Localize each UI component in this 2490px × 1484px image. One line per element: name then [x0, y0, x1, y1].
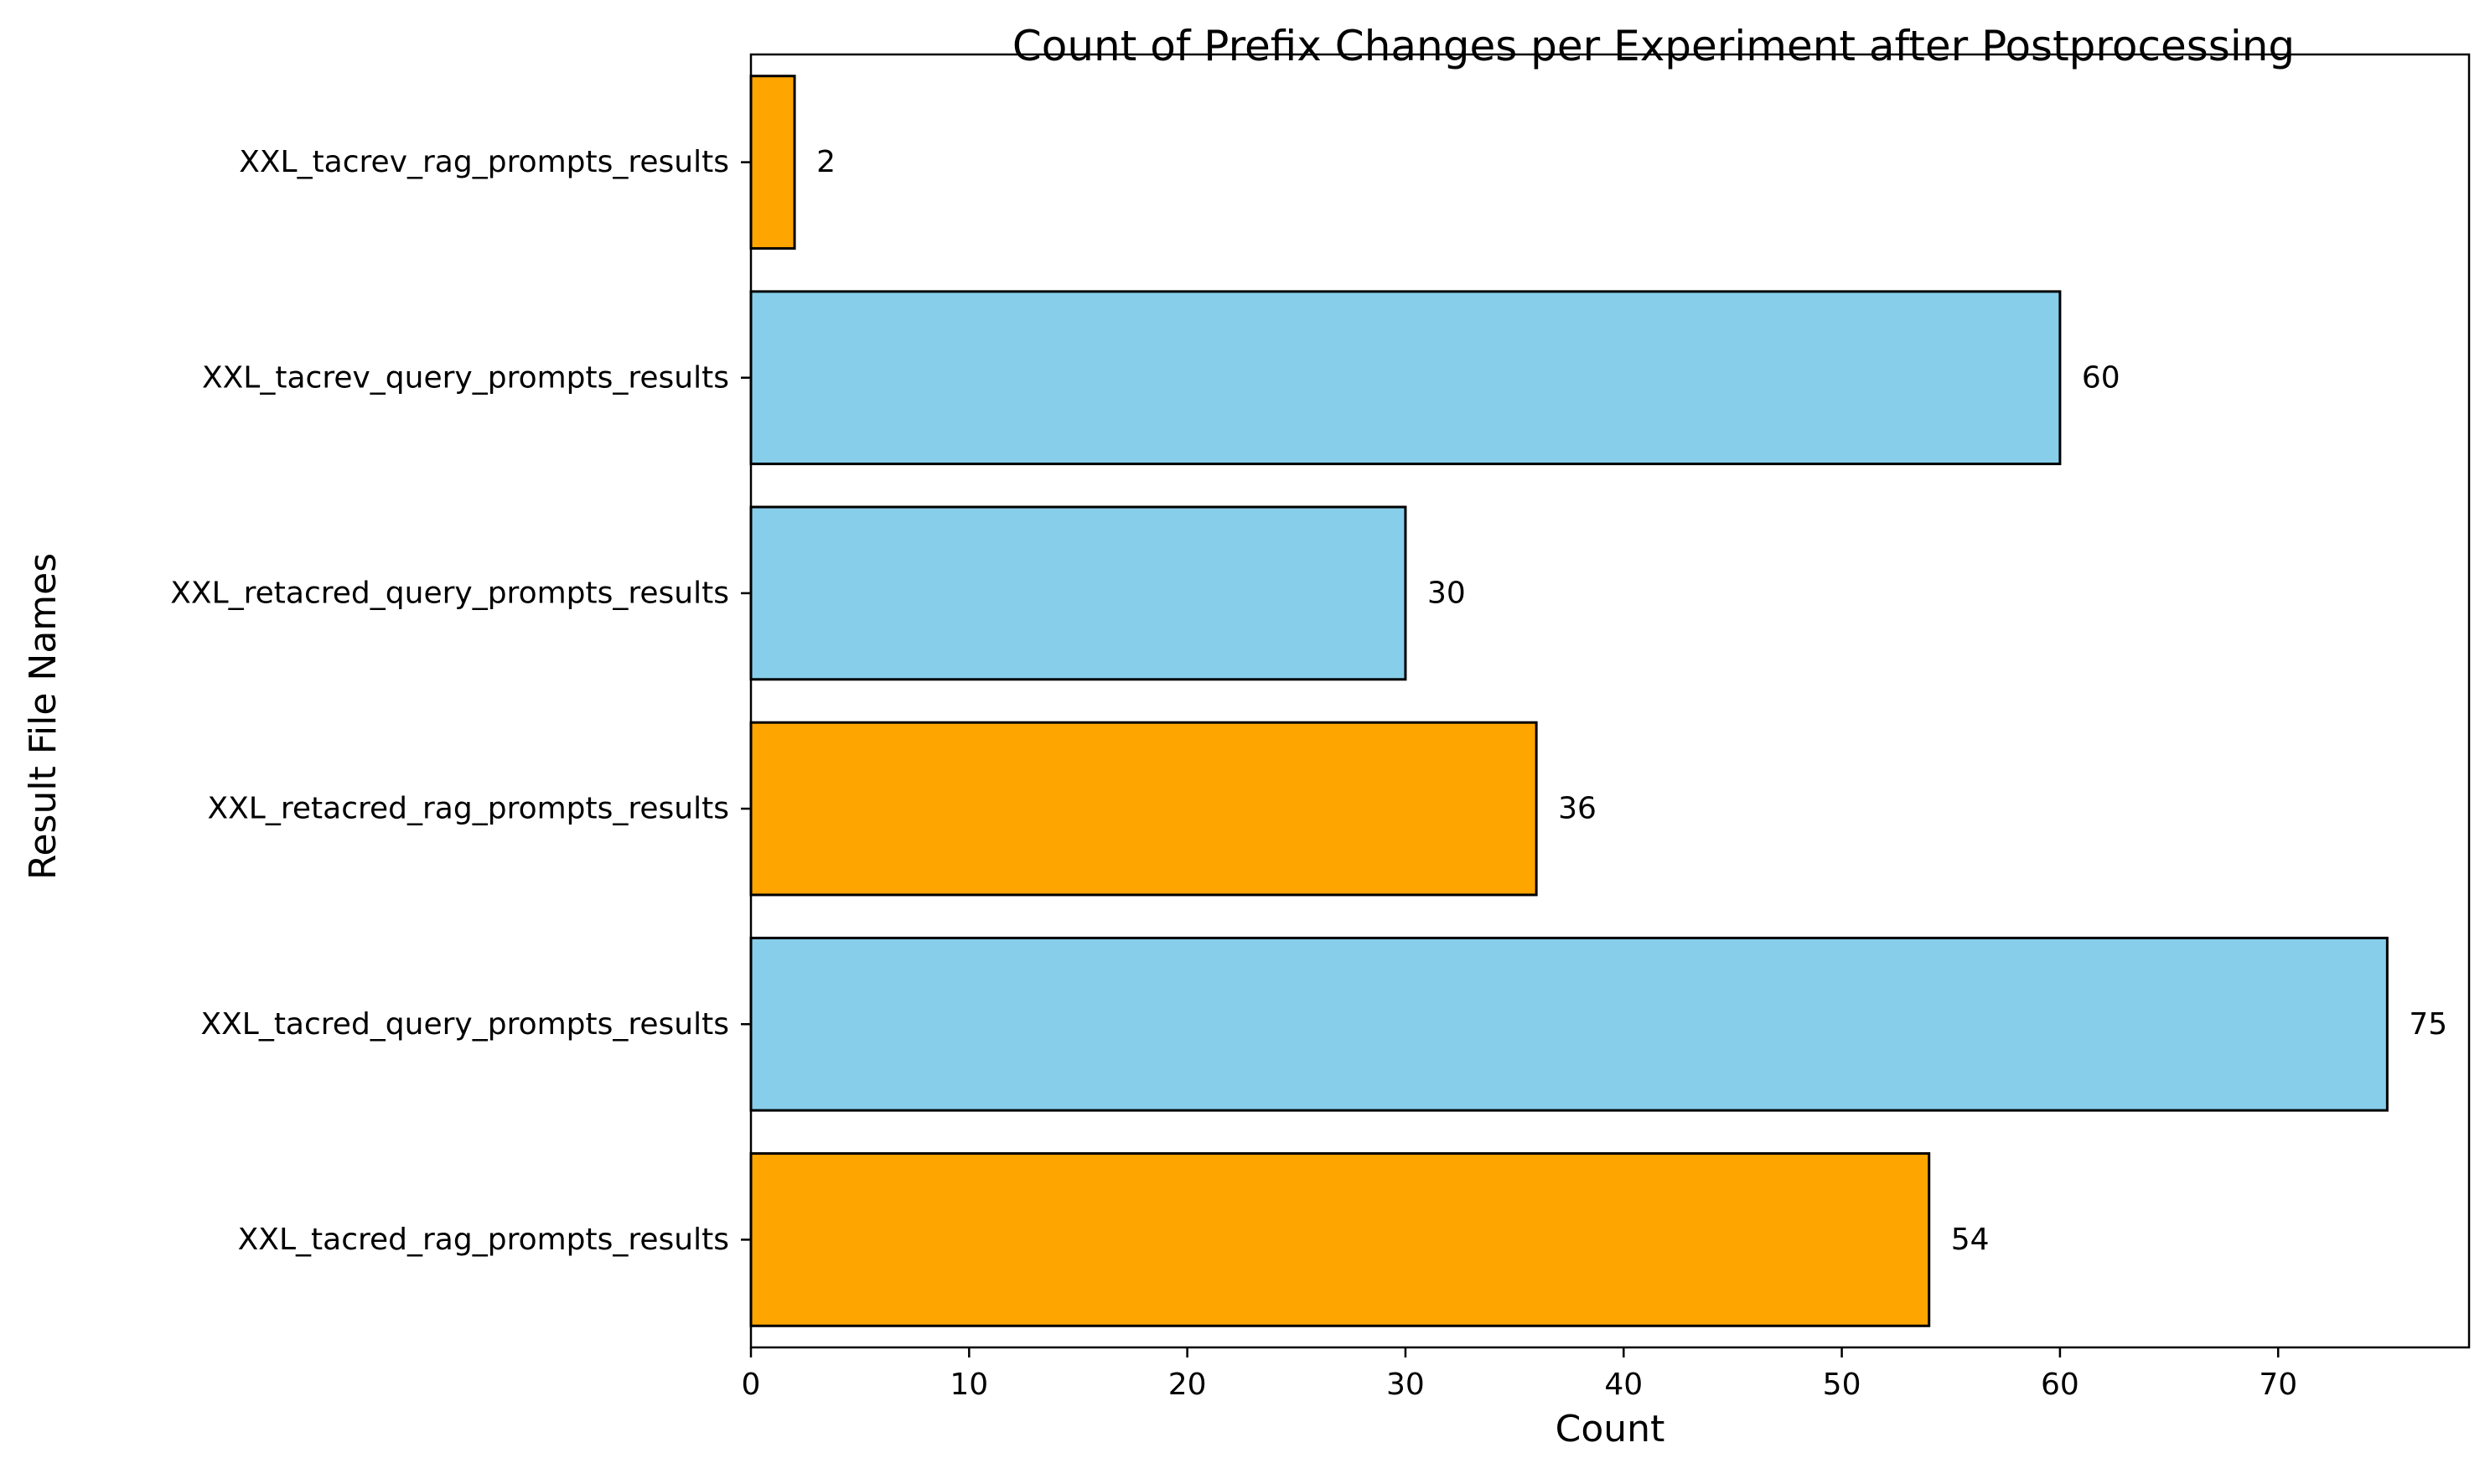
bar — [749, 505, 1407, 681]
bar-value-label: 2 — [816, 145, 836, 179]
y-axis-ticks: XXL_tacred_rag_prompts_results XXL_tacred… — [170, 145, 751, 1257]
y-tick-label: XXL_tacrev_rag_prompts_results — [239, 145, 729, 179]
plot-area-frame — [749, 53, 2471, 1349]
x-tick-label: 0 — [742, 1368, 761, 1402]
bar-value-label: 54 — [1951, 1223, 1990, 1257]
bar — [749, 936, 2389, 1112]
bar — [749, 721, 1538, 897]
x-tick-label: 10 — [950, 1368, 988, 1402]
x-axis-ticks: 0 10 20 30 40 50 60 70 — [742, 1347, 2297, 1402]
bar-value-label: 75 — [2409, 1007, 2447, 1042]
y-axis-title: Result File Names — [22, 553, 65, 880]
bar-value-label: 30 — [1427, 576, 1466, 610]
bar — [749, 1152, 1931, 1327]
x-axis-title: Count — [1556, 1408, 1665, 1450]
y-tick-label: XXL_tacred_rag_prompts_results — [238, 1223, 729, 1257]
x-tick-label: 40 — [1604, 1368, 1643, 1402]
bars-group: 54 75 36 30 60 2 — [749, 75, 2447, 1327]
bar — [749, 75, 796, 250]
bar-value-label: 36 — [1558, 792, 1597, 826]
x-tick-label: 30 — [1386, 1368, 1425, 1402]
x-tick-label: 60 — [2041, 1368, 2079, 1402]
y-tick-label: XXL_tacred_query_prompts_results — [200, 1007, 729, 1042]
y-tick-label: XXL_retacred_rag_prompts_results — [207, 792, 729, 826]
bar-value-label: 60 — [2082, 360, 2120, 395]
bar — [749, 290, 2062, 466]
x-tick-label: 20 — [1168, 1368, 1207, 1402]
y-tick-label: XXL_tacrev_query_prompts_results — [202, 360, 729, 395]
x-tick-label: 50 — [1823, 1368, 1861, 1402]
y-tick-label: XXL_retacred_query_prompts_results — [170, 576, 729, 610]
x-tick-label: 70 — [2259, 1368, 2297, 1402]
chart-title: Count of Prefix Changes per Experiment a… — [1012, 22, 2295, 70]
